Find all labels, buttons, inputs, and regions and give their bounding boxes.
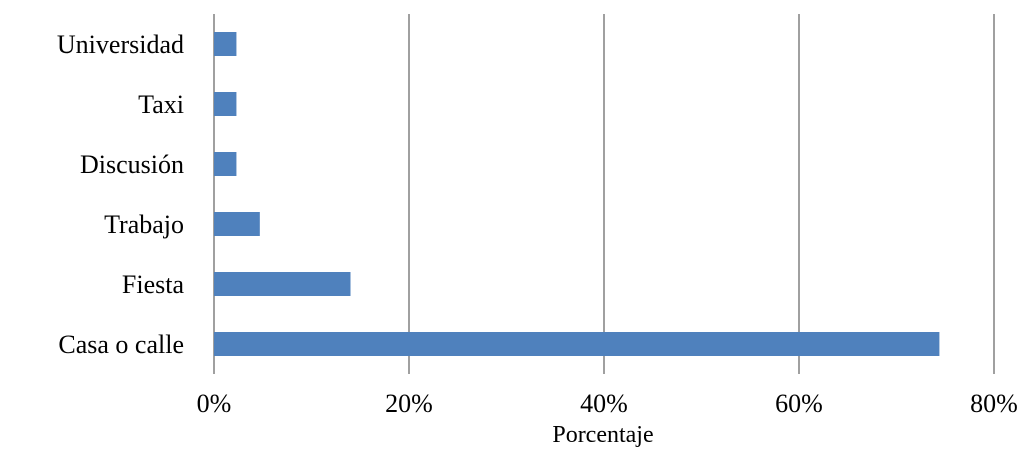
x-tick-label: 40%: [580, 389, 628, 418]
bars: [214, 32, 940, 356]
x-tick-label: 0%: [197, 389, 232, 418]
bar: [214, 272, 351, 296]
bar: [214, 152, 237, 176]
category-labels: Universidad Taxi Discusión Trabajo Fiesta Cas…: [57, 30, 185, 359]
x-axis-title: Porcentaje: [552, 422, 653, 448]
category-label: Taxi: [138, 90, 184, 119]
bar: [214, 332, 940, 356]
x-tick-label: 60%: [775, 389, 823, 418]
x-tick-label: 80%: [970, 389, 1018, 418]
category-label: Fiesta: [122, 270, 185, 299]
category-label: Casa o calle: [58, 330, 184, 359]
category-label: Discusión: [80, 150, 184, 179]
x-tick-labels: 0% 20% 40% 60% 80%: [197, 389, 1018, 418]
category-label: Trabajo: [104, 210, 184, 239]
bar: [214, 92, 237, 116]
bar: [214, 212, 260, 236]
bar: [214, 32, 237, 56]
category-label: Universidad: [57, 30, 184, 59]
x-tick-label: 20%: [385, 389, 433, 418]
grid-lines: [213, 14, 995, 374]
